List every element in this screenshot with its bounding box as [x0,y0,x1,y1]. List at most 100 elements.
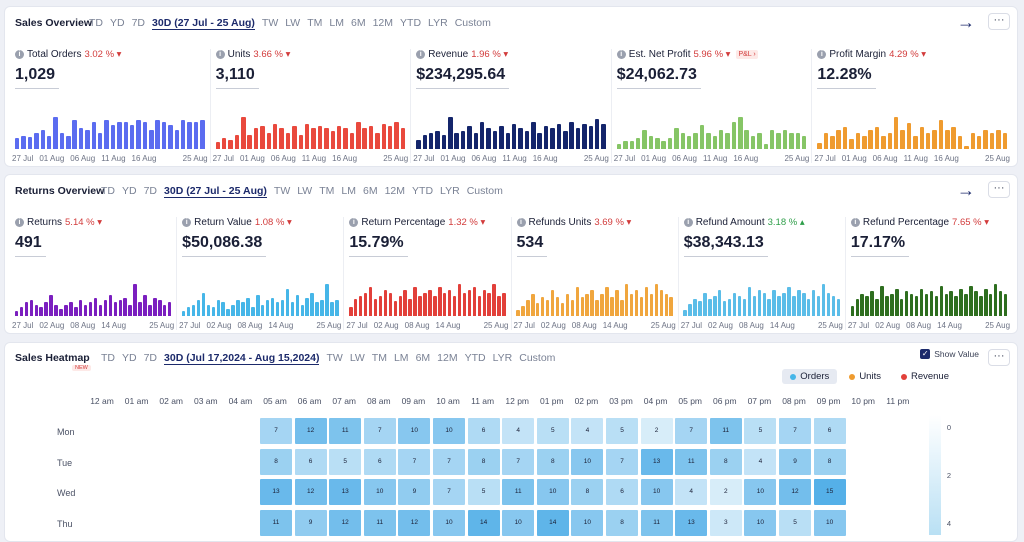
heatmap-cell[interactable] [190,509,223,536]
heatmap-cell[interactable]: 10 [744,509,777,536]
range-tab[interactable]: 7D [131,17,146,29]
range-tab[interactable]: 12M [372,17,394,29]
heatmap-cell[interactable]: 10 [433,418,465,444]
range-tab[interactable]: Custom [466,185,503,197]
heatmap-cell[interactable]: 10 [640,479,673,505]
range-tab[interactable]: Custom [519,352,556,364]
heatmap-cell[interactable]: 10 [502,509,535,536]
heatmap-cell[interactable]: 6 [606,479,638,505]
heatmap-cell[interactable] [156,418,189,444]
range-tab[interactable]: 6M [363,185,378,197]
heatmap-cell[interactable]: 10 [813,509,846,536]
heatmap-cell[interactable]: 6 [467,418,500,444]
heatmap-cell[interactable] [87,479,119,505]
info-icon[interactable]: i [215,50,225,59]
heatmap-cell[interactable]: 9 [779,448,811,475]
range-tab[interactable]: 7D [143,352,158,364]
heatmap-cell[interactable]: 12 [779,479,811,505]
heatmap-cell[interactable] [225,418,258,444]
range-tab[interactable]: 7D [143,185,158,197]
show-value-toggle[interactable]: ✓ Show Value [920,349,979,359]
info-icon[interactable]: i [416,50,426,59]
heatmap-cell[interactable]: 12 [398,509,431,536]
heatmap-cell[interactable]: 2 [640,418,673,444]
heatmap-cell[interactable]: 13 [329,479,362,505]
legend-item[interactable]: Orders [782,369,838,384]
heatmap-cell[interactable] [848,479,881,505]
sales-arrow-icon[interactable]: → [957,12,975,32]
range-tab[interactable]: TD [101,352,115,364]
range-tab[interactable]: LYR [440,185,460,197]
info-icon[interactable]: i [817,50,827,59]
heatmap-cell[interactable]: 10 [744,479,777,505]
heatmap-cell[interactable]: 8 [709,448,742,475]
range-tab[interactable]: 6M [351,17,366,29]
heatmap-cell[interactable]: 2 [709,479,742,505]
heatmap-cell[interactable]: 7 [675,418,708,444]
heatmap-cell[interactable]: 4 [675,479,708,505]
heatmap-cell[interactable]: 5 [467,479,500,505]
range-tab[interactable]: YTD [464,352,486,364]
info-icon[interactable]: i [616,50,626,59]
legend-item[interactable]: Units [841,369,889,384]
info-icon[interactable]: i [15,218,24,227]
heatmap-cell[interactable]: 4 [744,448,777,475]
heatmap-cell[interactable]: 7 [779,418,811,444]
heatmap-cell[interactable]: 5 [606,418,638,444]
heatmap-cell[interactable]: 7 [502,448,535,475]
heatmap-cell[interactable]: 7 [606,448,638,475]
returns-arrow-icon[interactable]: → [957,180,975,200]
range-tab[interactable]: 12M [437,352,458,364]
range-tab[interactable]: 30D (27 Jul - 25 Aug) [152,17,255,30]
heatmap-cell[interactable]: 10 [571,509,604,536]
heatmap-cell[interactable]: 5 [744,418,777,444]
heatmap-cell[interactable] [225,509,258,536]
heatmap-cell[interactable]: 4 [502,418,535,444]
heatmap-cell[interactable]: 11 [675,448,708,475]
heatmap-cell[interactable]: 7 [363,418,396,444]
heatmap-cell[interactable]: 6 [363,448,396,475]
heatmap-cell[interactable]: 11 [363,509,396,536]
heatmap-cell[interactable] [121,479,154,505]
legend-item[interactable]: Revenue [893,369,957,384]
sales-more-button[interactable]: ··· [988,13,1010,30]
heatmap-cell[interactable]: 8 [606,509,638,536]
heatmap-cell[interactable] [87,448,119,475]
heatmap-cell[interactable] [225,448,258,475]
range-tab[interactable]: TW [326,352,343,364]
returns-more-button[interactable]: ··· [988,181,1010,198]
range-tab[interactable]: YTD [412,185,434,197]
heatmap-cell[interactable]: 7 [260,418,292,444]
heatmap-cell[interactable] [190,448,223,475]
range-tab[interactable]: LYR [428,17,448,29]
info-icon[interactable]: i [516,218,526,227]
heatmap-cell[interactable]: 8 [813,448,846,475]
heatmap-cell[interactable] [190,479,223,505]
range-tab[interactable]: Custom [454,17,491,29]
range-tab[interactable]: YD [122,352,137,364]
heatmap-cell[interactable]: 13 [260,479,292,505]
heatmap-cell[interactable]: 14 [536,509,569,536]
heatmap-cell[interactable] [156,448,189,475]
heatmap-cell[interactable]: 11 [260,509,292,536]
info-icon[interactable]: i [850,218,860,227]
range-tab[interactable]: LW [297,185,313,197]
heatmap-cell[interactable]: 8 [467,448,500,475]
heatmap-cell[interactable] [87,509,119,536]
heatmap-cell[interactable] [848,509,881,536]
heatmap-more-button[interactable]: ··· [988,349,1010,366]
range-tab[interactable]: 30D (27 Jul - 25 Aug) [164,185,267,198]
heatmap-cell[interactable] [882,479,915,505]
range-tab[interactable]: LM [393,352,409,364]
heatmap-cell[interactable]: 8 [571,479,604,505]
heatmap-cell[interactable] [190,418,223,444]
heatmap-cell[interactable]: 9 [398,479,431,505]
heatmap-cell[interactable]: 10 [398,418,431,444]
heatmap-cell[interactable]: 11 [329,418,362,444]
heatmap-cell[interactable]: 11 [709,418,742,444]
heatmap-cell[interactable]: 10 [363,479,396,505]
range-tab[interactable]: LM [329,17,344,29]
heatmap-cell[interactable] [848,418,881,444]
heatmap-cell[interactable]: 12 [329,509,362,536]
checkbox-checked-icon[interactable]: ✓ [920,349,931,359]
